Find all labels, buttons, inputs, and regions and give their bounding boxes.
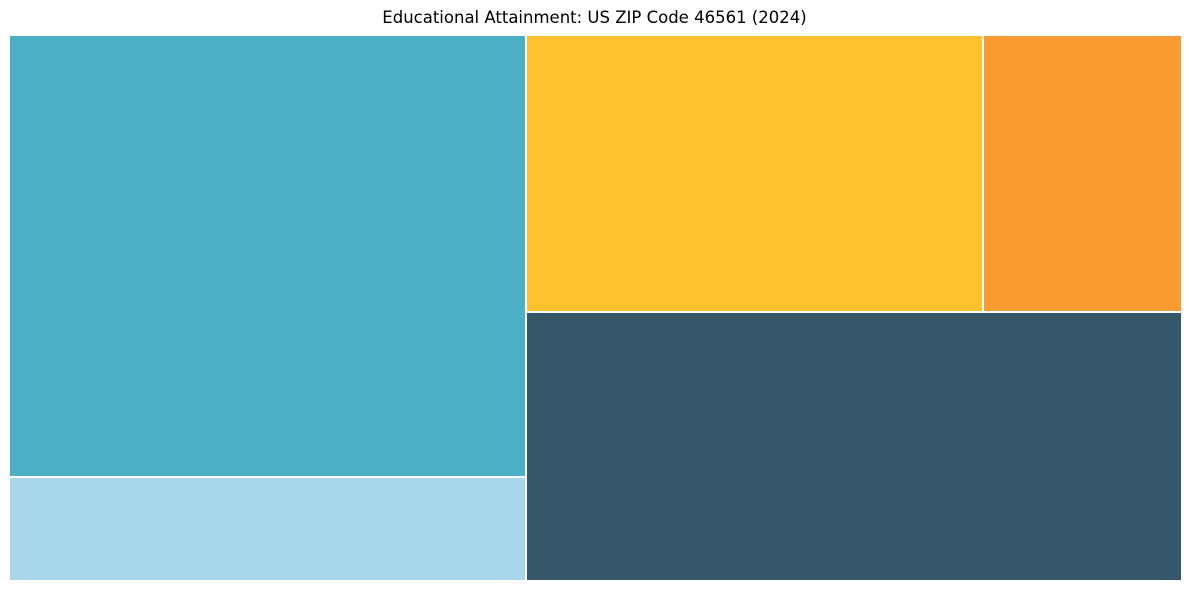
chart-title: Educational Attainment: US ZIP Code 4656…	[382, 8, 807, 27]
treemap-tile-2[interactable]	[527, 36, 982, 311]
treemap-tile-3[interactable]	[984, 36, 1181, 311]
treemap-tile-5[interactable]	[10, 478, 525, 580]
treemap-tile-4[interactable]	[527, 313, 1181, 580]
treemap-tile-1[interactable]	[10, 36, 525, 476]
